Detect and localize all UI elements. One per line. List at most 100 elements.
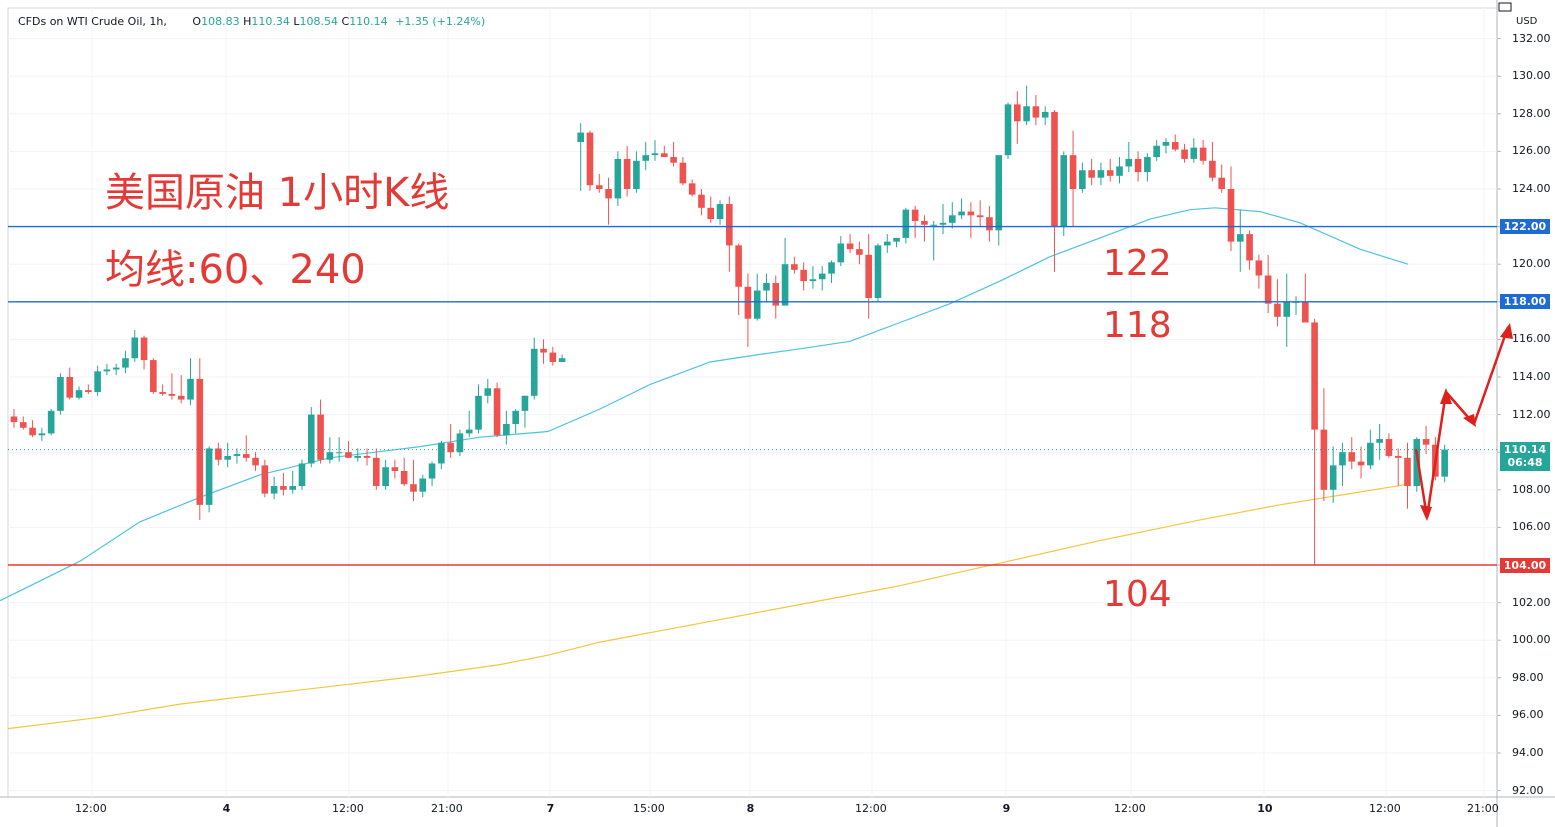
time-tick-label: 12:00 <box>75 802 107 815</box>
candle-body <box>400 471 408 485</box>
candle-body <box>57 377 64 411</box>
candle-body <box>503 424 510 436</box>
candle-body <box>1311 322 1318 430</box>
candle-body <box>874 245 882 299</box>
candle-body <box>19 422 27 428</box>
candle-body <box>224 455 231 460</box>
low-value: 108.54 <box>299 15 339 28</box>
candle-body <box>698 194 705 208</box>
candle-body <box>410 484 417 492</box>
candle-body <box>1134 158 1142 173</box>
candle-body <box>1041 111 1049 118</box>
candle-body <box>781 264 789 306</box>
candle-body <box>558 358 566 362</box>
candle-body <box>818 273 826 280</box>
last-price-tag: 110.14 06:48 <box>1500 442 1550 471</box>
candle-body <box>150 360 157 393</box>
candle-body <box>177 395 185 400</box>
time-tick-label: 10 <box>1257 802 1273 815</box>
candle-body <box>1227 189 1235 242</box>
candle-body <box>512 410 519 424</box>
candle-body <box>707 207 715 220</box>
candle-body <box>1106 170 1114 176</box>
time-tick-label: 9 <box>1002 802 1011 815</box>
candle-body <box>1190 147 1198 159</box>
close-label: C <box>341 15 350 28</box>
price-tick-label: 94.00 <box>1512 746 1544 759</box>
candle-body <box>280 486 287 490</box>
candle-body <box>1357 461 1365 466</box>
candle-body <box>215 448 222 460</box>
candle-body <box>791 264 798 270</box>
candle-body <box>902 209 910 238</box>
price-tick-label: 92.00 <box>1512 783 1544 797</box>
arrowhead-up-2 <box>1500 323 1513 339</box>
candle-body <box>1264 275 1272 304</box>
candle-body <box>456 433 464 453</box>
settings-icon[interactable] <box>1498 2 1512 12</box>
candle-body <box>475 395 482 430</box>
candle-body <box>85 390 92 393</box>
candle-body <box>1171 142 1179 150</box>
candle-body <box>307 414 315 464</box>
candle-body <box>633 160 640 189</box>
candle-body <box>753 290 761 319</box>
candle-body <box>716 204 724 220</box>
candle-body <box>10 416 18 423</box>
candle-body <box>103 369 111 372</box>
candle-body <box>828 262 835 274</box>
candle-body <box>1413 439 1421 487</box>
candle-body <box>1348 452 1356 462</box>
currency-label: USD <box>1516 16 1538 27</box>
candle-body <box>595 185 603 189</box>
candle-body <box>605 189 612 199</box>
candle-body <box>651 153 659 156</box>
change-value: +1.35 (+1.24%) <box>395 15 486 28</box>
candle-body <box>1153 145 1160 158</box>
candle-body <box>159 392 166 394</box>
candle-body <box>447 442 454 453</box>
candle-body <box>1246 234 1253 261</box>
candle-body <box>986 217 993 231</box>
last-price-value: 110.14 <box>1503 443 1547 456</box>
candle-body <box>465 429 473 434</box>
candle-body <box>47 410 55 434</box>
candle-body <box>29 427 36 436</box>
price-tick-label: 120.00 <box>1512 257 1551 271</box>
candle-body <box>976 215 984 218</box>
candle-body <box>1320 429 1328 490</box>
candle-body <box>196 378 204 505</box>
candle-body <box>140 337 148 361</box>
candle-body <box>345 452 352 458</box>
candle-body <box>66 377 74 398</box>
candle-body <box>1394 455 1402 458</box>
candle-body <box>837 243 845 263</box>
price-tick-label: 96.00 <box>1512 708 1544 722</box>
candle-body <box>317 414 324 460</box>
candle-body <box>1079 170 1086 189</box>
candle-body <box>688 183 696 195</box>
candle-body <box>373 457 380 487</box>
candle-body <box>187 378 194 400</box>
candle-body <box>382 467 389 487</box>
candle-body <box>1097 170 1105 178</box>
plot-frame <box>7 7 1498 798</box>
candle-body <box>1051 111 1058 227</box>
candle-body <box>289 486 296 490</box>
candle-body <box>1162 142 1170 146</box>
candle-body <box>1255 260 1263 276</box>
price-tick-label: 126.00 <box>1512 144 1551 158</box>
candle-body <box>726 204 733 246</box>
candle-body <box>911 209 919 221</box>
candle-body <box>1181 149 1188 159</box>
candle-body <box>958 211 965 216</box>
candle-body <box>577 132 584 142</box>
candle-body <box>1441 449 1448 477</box>
candle-body <box>1060 155 1068 227</box>
candle-body <box>948 215 956 223</box>
candle-body <box>298 463 306 487</box>
candle-body <box>1329 465 1337 490</box>
tag-118: 118.00 <box>1500 294 1550 309</box>
time-tick-label: 21:00 <box>1467 802 1499 815</box>
